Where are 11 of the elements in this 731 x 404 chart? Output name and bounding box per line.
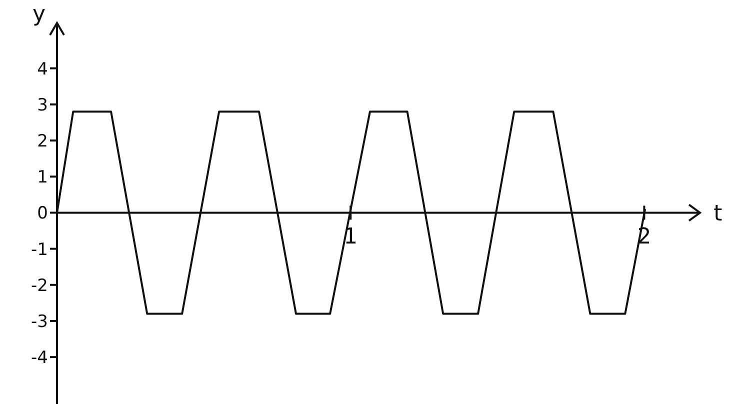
x-axis-title: t [714, 202, 723, 227]
y-tick-label: -2 [31, 276, 48, 296]
y-tick-label: 0 [37, 204, 48, 224]
y-tick-label: -1 [31, 240, 48, 260]
y-tick-label: -4 [31, 348, 48, 368]
y-tick-label: 2 [37, 132, 48, 152]
y-tick-label: -3 [31, 312, 48, 332]
y-tick-label: 1 [37, 168, 48, 188]
y-tick-label: 4 [37, 59, 48, 80]
y-axis-title: y [32, 2, 46, 27]
y-tick-label: 3 [37, 95, 48, 116]
